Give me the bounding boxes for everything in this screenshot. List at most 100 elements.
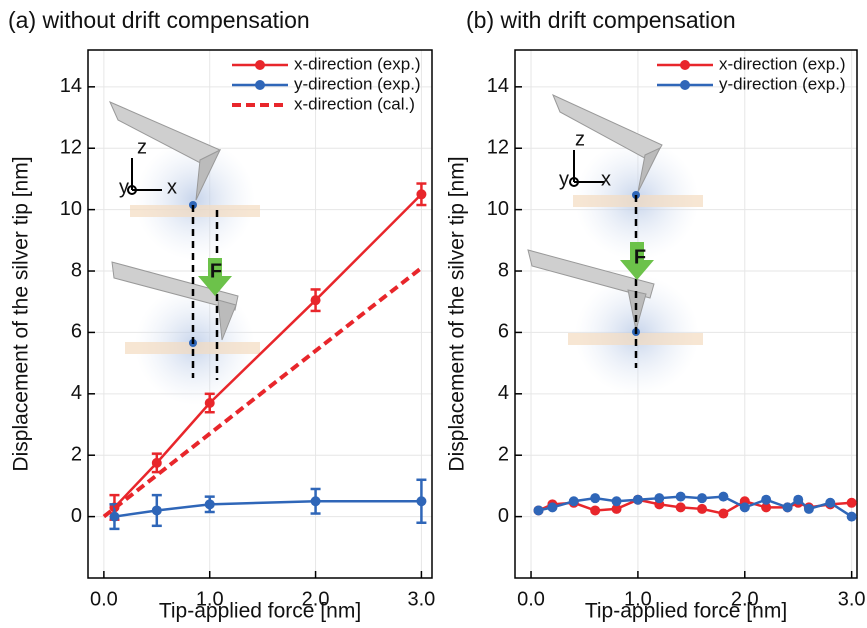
x-tick-label: 2.0	[731, 588, 759, 610]
y-tick-label: 2	[71, 443, 82, 465]
annotation: x	[167, 176, 177, 198]
annotation: y	[119, 176, 129, 198]
force-arrow	[620, 242, 654, 280]
cantilever	[527, 249, 655, 299]
sample-plane	[573, 195, 703, 207]
plot-frame	[514, 49, 858, 579]
data-point	[151, 505, 162, 516]
panel: (a) without drift compensation 0 2 4 6 8 10 12 1…	[8, 7, 435, 622]
data-point	[109, 511, 120, 522]
y-axis-label: Displacement of the silver tip [nm]	[10, 156, 33, 471]
data-point	[739, 502, 750, 513]
data-point	[547, 502, 558, 513]
data-point	[675, 491, 686, 502]
y-tick-label: 12	[60, 137, 82, 159]
panel: (b) with drift compensation 0 2 4 6 8 10 12 14 0.…	[446, 7, 866, 622]
data-point	[204, 398, 215, 409]
data-point	[416, 496, 427, 507]
data-point	[718, 508, 729, 519]
force-arrow	[198, 258, 232, 296]
y-tick-label: 4	[71, 382, 82, 404]
x-tick-label: 0.0	[90, 588, 118, 610]
y-tick-label: 10	[60, 198, 82, 220]
data-point	[697, 493, 708, 504]
x-tick-label: 1.0	[624, 588, 652, 610]
data-point	[782, 502, 793, 513]
series-line	[102, 266, 423, 519]
y-tick-label: 6	[498, 321, 509, 343]
sample-plane	[130, 205, 260, 217]
tip	[195, 148, 222, 201]
annotation: z	[575, 128, 585, 150]
data-point	[590, 493, 601, 504]
axis-origin	[569, 177, 579, 187]
data-point	[718, 491, 729, 502]
data-point	[416, 189, 427, 200]
cantilever	[111, 261, 239, 311]
axis-origin	[127, 185, 137, 195]
x-tick-label: 1.0	[196, 588, 224, 610]
legend-label: x-direction (cal.)	[294, 94, 415, 113]
y-tick-label: 10	[487, 198, 509, 220]
legend-marker	[255, 60, 265, 70]
sample-plane	[125, 342, 260, 354]
data-point	[590, 505, 601, 516]
legend-marker	[680, 80, 690, 90]
legend-marker	[255, 80, 265, 90]
y-tick-label: 0	[71, 505, 82, 527]
data-point	[533, 505, 544, 516]
data-point	[632, 494, 643, 505]
data-point	[846, 497, 857, 508]
data-point	[310, 496, 321, 507]
x-tick-label: 2.0	[302, 588, 330, 610]
y-tick-label: 2	[498, 443, 509, 465]
y-axis-label: Displacement of the silver tip [nm]	[446, 156, 469, 471]
annotation: F	[210, 260, 222, 282]
y-tick-label: 4	[498, 382, 509, 404]
data-point	[793, 494, 804, 505]
tip	[217, 299, 237, 341]
y-tick-label: 8	[498, 259, 509, 281]
legend-label: y-direction (exp.)	[294, 74, 421, 93]
x-axis-label: Tip-applied force [nm]	[585, 600, 787, 623]
legend-label: x-direction (exp.)	[294, 54, 421, 73]
annotation: y	[559, 168, 569, 190]
data-point	[761, 502, 772, 513]
annotation: x	[601, 168, 611, 190]
x-axis-label: Tip-applied force [nm]	[159, 600, 361, 623]
annotation: F	[634, 246, 646, 268]
y-tick-label: 8	[71, 259, 82, 281]
data-point	[568, 496, 579, 507]
legend-marker	[680, 60, 690, 70]
data-point	[654, 493, 665, 504]
data-point	[151, 457, 162, 468]
illustration	[527, 94, 703, 395]
annotation: z	[137, 136, 147, 158]
x-tick-label: 3.0	[838, 588, 866, 610]
legend-label: y-direction (exp.)	[719, 74, 846, 93]
y-tick-label: 14	[60, 75, 82, 97]
plot-frame	[87, 49, 433, 579]
data-point	[611, 496, 622, 507]
panel-title: (b) with drift compensation	[466, 7, 736, 33]
tip	[637, 146, 662, 193]
data-point	[675, 502, 686, 513]
panel-title: (a) without drift compensation	[8, 7, 310, 33]
legend-label: x-direction (exp.)	[719, 54, 846, 73]
y-tick-label: 12	[487, 137, 509, 159]
x-tick-label: 3.0	[408, 588, 436, 610]
data-point	[697, 503, 708, 514]
data-point	[611, 503, 622, 514]
data-point	[825, 497, 836, 508]
beam	[135, 140, 255, 260]
data-point	[803, 503, 814, 514]
data-point	[846, 511, 857, 522]
x-tick-label: 0.0	[517, 588, 545, 610]
y-tick-label: 6	[71, 321, 82, 343]
data-point	[204, 499, 215, 510]
y-tick-label: 14	[487, 75, 509, 97]
data-point	[310, 295, 321, 306]
data-point	[761, 494, 772, 505]
y-tick-label: 0	[498, 505, 509, 527]
